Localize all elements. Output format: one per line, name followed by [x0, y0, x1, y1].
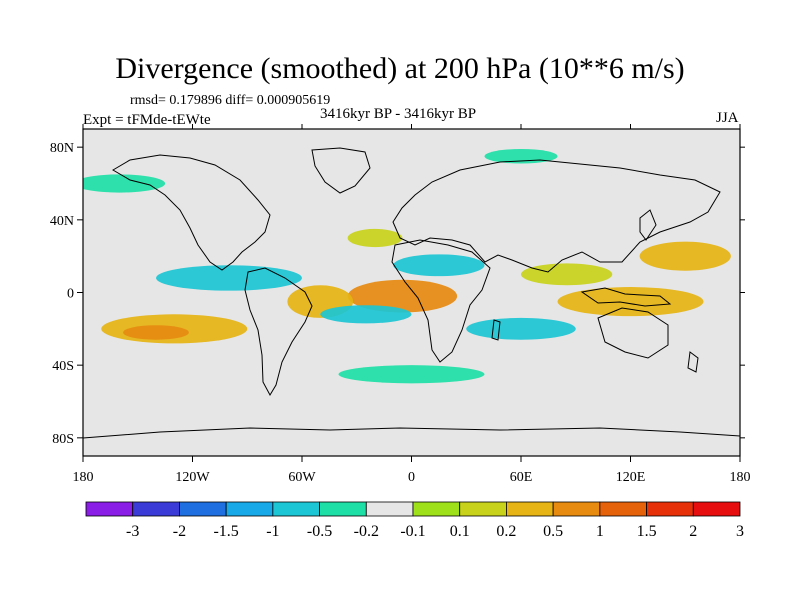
field-southern-ocean-neg	[338, 365, 485, 384]
field-indian-south-neg	[466, 317, 576, 340]
y-tick-label: 40N	[50, 214, 74, 229]
y-axis: 80N 40N 0 40S 80S	[50, 141, 745, 447]
colorbar-swatch	[506, 501, 554, 517]
x-tick-label: 180	[730, 470, 751, 485]
y-tick-label: 80N	[50, 141, 74, 156]
season-label: JJA	[716, 110, 739, 126]
y-tick-label: 40S	[52, 359, 74, 374]
colorbar-swatch	[412, 501, 461, 517]
x-tick-label: 60W	[288, 470, 316, 485]
x-tick-label: 0	[408, 470, 415, 485]
colorbar-label: 0.2	[496, 523, 516, 540]
field-africa-neg	[393, 254, 485, 277]
colorbar-swatch	[272, 501, 320, 517]
field-indian-ocean-pos	[521, 263, 613, 286]
colorbar-swatch	[552, 501, 601, 517]
rmsd-diff-stats: rmsd= 0.179896 diff= 0.000905619	[130, 93, 331, 108]
field-north-atlantic-pos	[347, 228, 403, 248]
colorbar-label: -0.2	[354, 523, 379, 540]
colorbar-label: -0.1	[400, 523, 425, 540]
colorbar-label: 0.5	[543, 523, 563, 540]
field-tropical-atlantic-max	[347, 279, 458, 313]
colorbar-label: -1	[266, 523, 279, 540]
y-tick-label: 80S	[52, 432, 74, 447]
colorbar-label: -3	[126, 523, 139, 540]
colorbar-label: 2	[689, 523, 697, 540]
field-north-pacific-neg	[83, 174, 166, 193]
colorbar-label: -0.5	[307, 523, 332, 540]
x-tick-label: 60E	[510, 470, 533, 485]
colorbar-swatch	[599, 501, 647, 517]
colorbar-label: -2	[173, 523, 186, 540]
colorbar-swatch	[225, 501, 274, 517]
colorbar-label: -1.5	[213, 523, 238, 540]
colorbar-label: 1	[596, 523, 604, 540]
experiment-label: Expt = tFMde-tEWte	[83, 112, 211, 128]
field-east-pacific-neg	[156, 265, 302, 291]
colorbar-swatch	[132, 501, 180, 517]
field-atlantic-south-neg	[320, 305, 412, 324]
colorbar-swatch	[85, 501, 134, 517]
field-west-pacific-pos	[639, 241, 731, 271]
colorbar-label: 0.1	[450, 523, 470, 540]
colorbar-label: 1.5	[637, 523, 657, 540]
y-tick-label: 0	[67, 287, 74, 302]
x-tick-label: 180	[73, 470, 94, 485]
field-maritime-continent-pos	[557, 287, 704, 317]
colorbar-swatch	[179, 501, 227, 517]
colorbar-swatch	[646, 501, 694, 517]
colorbar-label: 3	[736, 523, 744, 540]
colorbar-swatch	[365, 501, 414, 517]
colorbar-swatch	[692, 501, 741, 517]
divergence-field	[83, 148, 731, 384]
colorbar-swatch	[459, 501, 507, 517]
coastlines	[83, 147, 740, 439]
colorbar: -3 -2 -1.5 -1 -0.5 -0.2 -0.1 0.1 0.2 0.5 1 1.5 2 3	[85, 501, 744, 540]
page-title: Divergence (smoothed) at 200 hPa (10**6 …	[115, 52, 685, 85]
x-axis: 180 120W 60W 0 60E 120E 180	[73, 124, 751, 485]
x-tick-label: 120E	[616, 470, 646, 485]
field-south-pacific-core	[123, 325, 189, 340]
colorbar-swatch	[319, 501, 367, 517]
period-label: 3416kyr BP - 3416kyr BP	[320, 106, 477, 122]
x-tick-label: 120W	[175, 470, 210, 485]
